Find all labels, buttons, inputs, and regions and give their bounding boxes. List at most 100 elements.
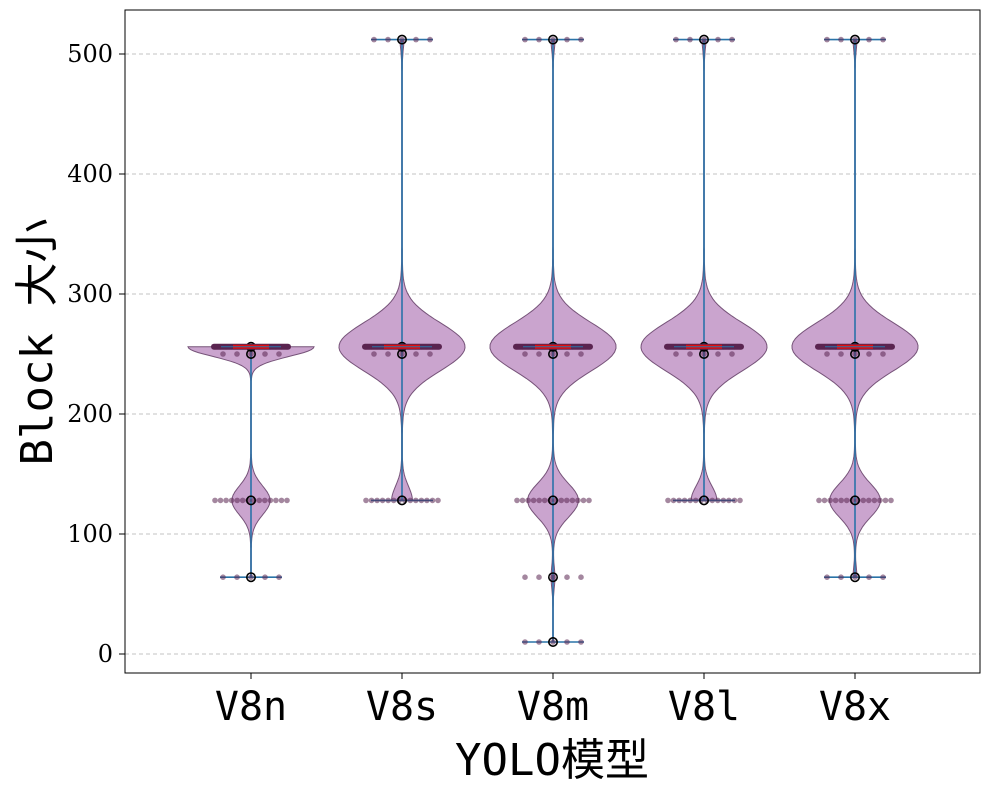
data-point [709,497,716,504]
data-point [687,351,693,357]
chart-marks [211,34,895,647]
data-point [824,574,830,580]
x-tick-label: V8m [517,684,589,730]
data-point [220,574,226,580]
data-point [550,351,556,357]
data-point [578,639,584,645]
data-point [374,497,380,504]
extreme-marker [849,34,860,45]
data-point [220,351,226,357]
data-point [427,36,433,43]
data-point [575,497,581,504]
data-point [569,497,576,504]
data-point [239,497,246,504]
data-point [888,497,894,504]
data-point [838,36,844,43]
y-tick-label: 200 [67,400,113,428]
data-point [278,497,285,504]
data-point [564,639,570,645]
data-point [578,351,584,357]
data-point [541,497,548,504]
extreme-marker [698,34,709,45]
data-point [385,497,392,504]
extreme-marker [246,495,257,506]
data-point [522,351,528,357]
x-tick-label: V8l [668,684,740,730]
data-point [821,497,828,504]
data-point [424,497,430,504]
data-point [519,497,526,504]
data-point [399,36,405,43]
y-tick-label: 500 [67,40,113,68]
data-point [407,497,414,504]
data-point [522,639,528,645]
data-point [536,351,542,357]
data-point [852,351,858,357]
data-point [843,497,850,504]
x-axis-title: YOLO模型 [455,735,649,786]
data-point [262,574,268,580]
data-point [363,497,369,504]
data-point [276,351,282,357]
data-point [550,36,556,43]
extreme-marker [547,636,558,647]
x-tick-label: V8s [366,684,438,730]
data-point [262,351,268,357]
y-tick-label: 400 [67,160,113,188]
data-point [578,574,584,580]
data-point [715,351,721,357]
data-point [580,497,587,504]
data-point [731,497,738,504]
data-point [729,351,735,357]
y-tick-label: 100 [67,520,113,548]
data-point [871,497,878,504]
data-point [212,497,218,504]
data-point [390,497,397,504]
data-point [880,351,886,357]
y-axis-title: Block 大小 [12,219,63,466]
data-point [687,36,693,43]
extreme-marker [698,495,709,506]
data-point [665,497,671,504]
extreme-marker [396,34,407,45]
data-point [371,351,377,357]
extreme-marker [849,572,860,583]
data-point [525,497,531,504]
data-point [368,497,375,504]
data-point [536,36,542,43]
data-point [673,351,679,357]
data-point [273,497,279,504]
data-point [866,574,872,580]
extreme-marker [246,572,257,583]
data-point [692,497,699,504]
data-point [536,574,542,580]
data-point [248,351,254,357]
data-point [558,497,565,504]
data-point [429,497,436,504]
x-tick-label: V8n [215,684,287,730]
data-point [852,36,858,43]
data-point [670,497,677,504]
data-point [413,497,419,504]
data-point [234,351,240,357]
extreme-marker [547,34,558,45]
data-point [550,639,556,645]
extreme-marker [547,572,558,583]
extreme-marker [849,495,860,506]
data-point [399,351,405,357]
data-point [234,574,240,580]
data-point [228,497,235,504]
y-tick-label: 300 [67,280,113,308]
data-point [564,497,570,504]
data-point [413,351,419,357]
y-axis-ticks: 0 100 200 300 400 500 [67,40,125,668]
data-point [726,497,732,504]
data-point [827,497,833,504]
data-point [701,351,707,357]
data-point [536,639,542,645]
extreme-marker [547,495,558,506]
data-point [248,574,254,580]
data-point [715,36,721,43]
data-point [267,497,274,504]
